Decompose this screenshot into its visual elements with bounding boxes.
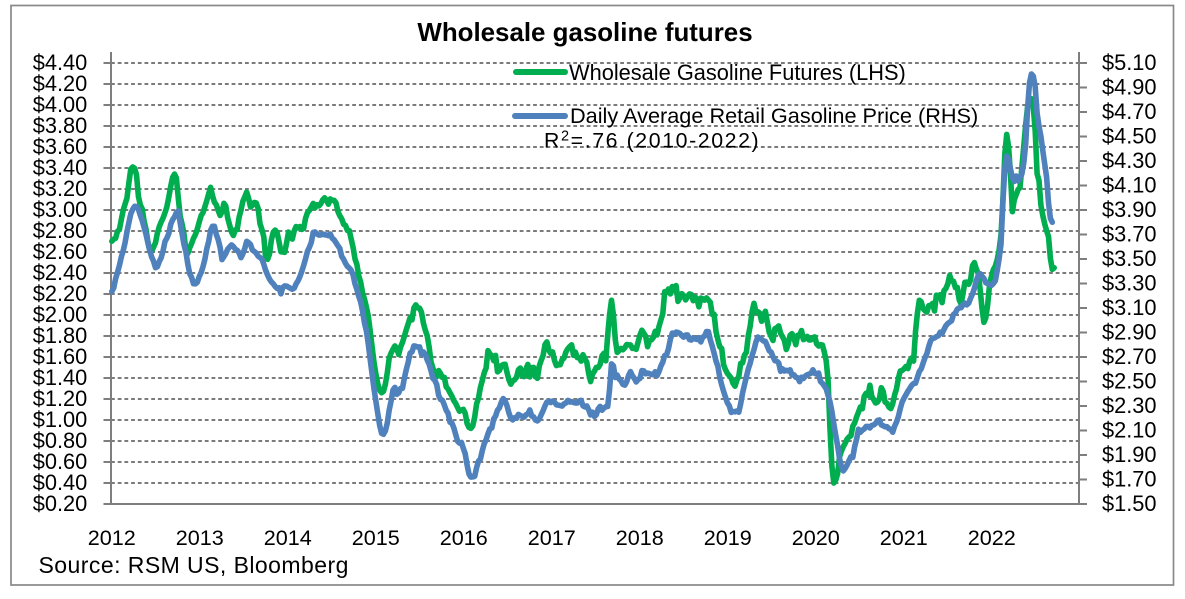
- svg-text:$3.70: $3.70: [1102, 222, 1157, 247]
- svg-text:$0.20: $0.20: [33, 491, 88, 516]
- svg-text:$2.50: $2.50: [1102, 369, 1157, 394]
- svg-text:$2.10: $2.10: [1102, 418, 1157, 443]
- svg-text:$5.10: $5.10: [1102, 50, 1157, 75]
- svg-text:Daily Average Retail Gasoline: Daily Average Retail Gasoline Price (RHS…: [570, 103, 978, 128]
- svg-text:$4.10: $4.10: [1102, 173, 1157, 198]
- svg-text:$1.70: $1.70: [1102, 467, 1157, 492]
- svg-text:$4.40: $4.40: [33, 50, 88, 75]
- svg-text:$2.60: $2.60: [33, 239, 88, 264]
- svg-text:$1.60: $1.60: [33, 344, 88, 369]
- svg-text:$1.90: $1.90: [1102, 442, 1157, 467]
- svg-text:$3.60: $3.60: [33, 134, 88, 159]
- svg-text:$2.20: $2.20: [33, 281, 88, 306]
- svg-text:$0.80: $0.80: [33, 428, 88, 453]
- svg-text:2022: 2022: [968, 525, 1016, 550]
- svg-text:$2.90: $2.90: [1102, 320, 1157, 345]
- svg-text:$0.60: $0.60: [33, 449, 88, 474]
- svg-text:$4.50: $4.50: [1102, 124, 1157, 149]
- svg-text:$4.30: $4.30: [1102, 148, 1157, 173]
- svg-text:$4.70: $4.70: [1102, 99, 1157, 124]
- svg-text:$3.90: $3.90: [1102, 197, 1157, 222]
- svg-text:$3.00: $3.00: [33, 197, 88, 222]
- svg-text:$3.30: $3.30: [1102, 271, 1157, 296]
- svg-text:Wholesale Gasoline Futures (LH: Wholesale Gasoline Futures (LHS): [569, 60, 906, 85]
- svg-text:2021: 2021: [880, 525, 928, 550]
- svg-text:$3.40: $3.40: [33, 155, 88, 180]
- svg-text:$2.40: $2.40: [33, 260, 88, 285]
- svg-text:2018: 2018: [616, 525, 664, 550]
- svg-text:$1.20: $1.20: [33, 386, 88, 411]
- svg-text:$1.00: $1.00: [33, 407, 88, 432]
- svg-text:$2.00: $2.00: [33, 302, 88, 327]
- svg-text:$4.90: $4.90: [1102, 75, 1157, 100]
- svg-text:2014: 2014: [264, 525, 312, 550]
- svg-text:Source: RSM US, Bloomberg: Source: RSM US, Bloomberg: [39, 552, 349, 578]
- svg-text:$3.50: $3.50: [1102, 246, 1157, 271]
- svg-text:2017: 2017: [528, 525, 576, 550]
- svg-text:$4.00: $4.00: [33, 92, 88, 117]
- svg-text:2013: 2013: [176, 525, 224, 550]
- svg-text:$0.40: $0.40: [33, 470, 88, 495]
- svg-text:2015: 2015: [352, 525, 400, 550]
- svg-text:$2.30: $2.30: [1102, 393, 1157, 418]
- svg-text:2016: 2016: [440, 525, 488, 550]
- svg-text:$2.80: $2.80: [33, 218, 88, 243]
- svg-text:$1.80: $1.80: [33, 323, 88, 348]
- svg-text:$3.80: $3.80: [33, 113, 88, 138]
- svg-text:$3.20: $3.20: [33, 176, 88, 201]
- svg-text:Wholesale gasoline futures: Wholesale gasoline futures: [417, 19, 752, 47]
- svg-text:$1.50: $1.50: [1102, 491, 1157, 516]
- svg-text:$4.20: $4.20: [33, 71, 88, 96]
- svg-text:$2.70: $2.70: [1102, 344, 1157, 369]
- svg-text:$3.10: $3.10: [1102, 295, 1157, 320]
- svg-text:2019: 2019: [704, 525, 752, 550]
- svg-text:2020: 2020: [792, 525, 840, 550]
- svg-text:$1.40: $1.40: [33, 365, 88, 390]
- svg-text:2012: 2012: [88, 525, 136, 550]
- svg-text:R2=.76 (2010-2022): R2=.76 (2010-2022): [544, 129, 760, 153]
